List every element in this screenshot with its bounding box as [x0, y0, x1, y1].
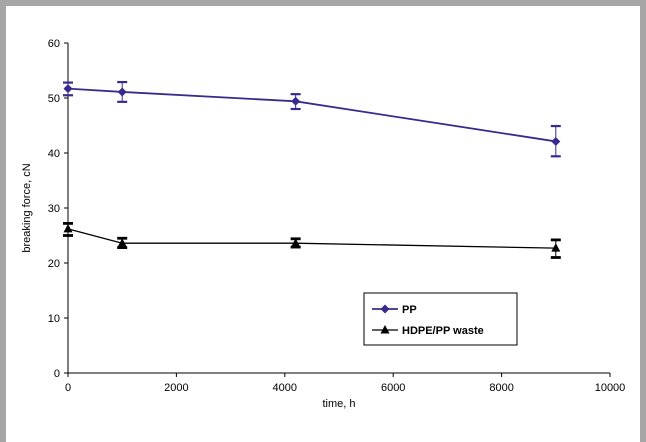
data-point-pp [117, 87, 127, 97]
series-pp [63, 80, 561, 158]
y-tick-label: 50 [48, 93, 60, 105]
y-tick-label: 40 [48, 148, 60, 160]
y-tick-label: 0 [54, 368, 60, 380]
series-line-hdpe [67, 228, 556, 249]
y-tick-label: 10 [48, 313, 60, 325]
data-point-hdpe [551, 243, 561, 252]
y-tick-label: 60 [48, 38, 60, 50]
x-tick-label: 10000 [595, 382, 626, 394]
legend-label-pp: PP [402, 304, 417, 316]
x-tick-label: 4000 [273, 382, 297, 394]
data-point-hdpe [63, 223, 73, 233]
data-point-pp [291, 96, 301, 106]
series-hdpe [63, 221, 561, 259]
y-axis-title: breaking force, cN [21, 163, 33, 252]
legend-box [363, 292, 518, 346]
legend-marker-hdpe [380, 325, 390, 334]
x-tick-label: 8000 [489, 382, 513, 394]
series-line-pp [67, 87, 556, 143]
x-tick-label: 2000 [164, 382, 188, 394]
chart-svg: 0 10 20 30 40 50 60 0 2000 4000 6000 8000 10000 time,… [21, 38, 626, 410]
x-axis-title: time, h [322, 398, 355, 410]
y-tick-label: 30 [48, 203, 60, 215]
legend-marker-pp [380, 304, 390, 314]
legend: PP HDPE/PP waste [363, 292, 518, 346]
data-point-pp [551, 136, 561, 146]
y-tick-label: 20 [48, 258, 60, 270]
legend-label-hdpe: HDPE/PP waste [402, 325, 484, 337]
x-tick-label: 6000 [381, 382, 405, 394]
data-point-hdpe [291, 238, 301, 247]
data-point-pp [63, 84, 73, 94]
x-tick-label: 0 [65, 382, 71, 394]
data-point-hdpe [117, 238, 127, 247]
